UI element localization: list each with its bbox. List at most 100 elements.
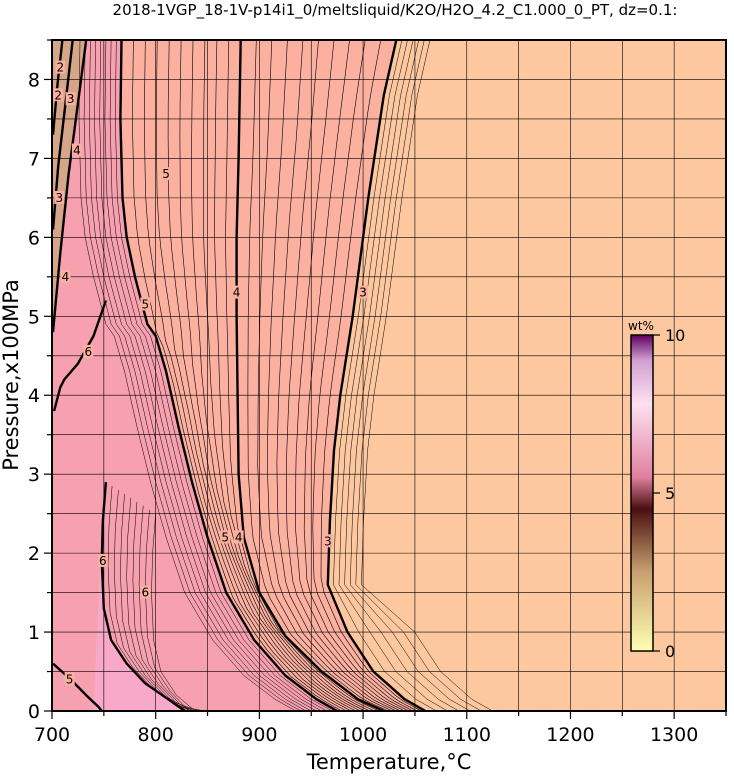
fill-edge [52, 40, 87, 333]
isoline-label-text: 4 [235, 530, 243, 544]
isoline-label: 3 [322, 534, 333, 548]
isoline-label: 2 [53, 88, 64, 102]
colorbar-ticks: 0 5 10 [653, 326, 685, 661]
thin-isoline [145, 509, 229, 711]
colorbar-tick-label: 10 [665, 326, 685, 345]
thin-isoline [144, 40, 347, 711]
isoline-label-bg [322, 534, 333, 548]
major-isoline-4 [52, 40, 88, 333]
isoline-label-text: 5 [162, 167, 170, 181]
isoline-label: 4 [231, 285, 242, 300]
y-tick-label: 8 [28, 69, 40, 91]
colorbar: wt% 0 5 10 [628, 319, 685, 661]
isoline-label: 4 [71, 143, 82, 158]
thin-isoline [276, 40, 401, 711]
thin-isoline [167, 40, 356, 711]
isoline-label-bg [161, 167, 172, 181]
thin-isoline [349, 40, 471, 711]
thin-isoline [338, 40, 448, 711]
chart-title: 2018-1VGP_18-1V-p14i1_0/meltsliquid/K2O/… [113, 1, 678, 20]
x-tick-label: 800 [138, 724, 174, 746]
thin-isoline [361, 40, 493, 711]
isoline-label: 2 [55, 60, 66, 75]
isoline-label-text: 3 [55, 191, 63, 205]
y-axis: 0 1 2 3 4 5 6 7 8 [28, 39, 52, 723]
isoline-label-text: 5 [142, 297, 150, 311]
isoline-label-bg [53, 88, 64, 102]
isoline-label-bg [55, 60, 66, 74]
colorbar-unit: wt% [628, 319, 654, 333]
colorbar-tick-label: 0 [665, 642, 675, 661]
x-axis-title: Temperature,°C [306, 750, 472, 774]
x-axis: 700 800 900 1000 1100 1200 1300 [34, 711, 727, 746]
thin-isoline [247, 40, 389, 711]
isoline-label-text: 3 [67, 92, 75, 106]
isoline-label-text: 4 [62, 270, 70, 284]
isoline-label: 5 [161, 167, 172, 181]
isoline-label-bg [140, 297, 151, 311]
major-isoline-5 [119, 40, 338, 711]
isoline-label-bg [83, 344, 94, 358]
x-tick-label: 1300 [650, 724, 698, 746]
major-isoline-4 [235, 40, 385, 711]
isoline-label-bg [97, 554, 108, 568]
isoline-label: 3 [65, 92, 76, 106]
isoline-label-text: 5 [221, 530, 229, 544]
isoline-label-bg [231, 285, 242, 299]
isoline-label: 3 [358, 285, 369, 300]
major-isoline-3 [326, 40, 426, 711]
major-isoline-6 [100, 482, 186, 711]
y-axis-title: Pressure,x100MPa [0, 279, 23, 471]
isoline-label-bg [220, 530, 231, 544]
thin-isoline [344, 40, 460, 711]
isoline-label: 6 [97, 554, 108, 568]
thin-isoline [355, 40, 482, 711]
isoline-label: 3 [54, 190, 65, 205]
isoline-label-bg [358, 285, 369, 299]
thin-isoline [333, 40, 437, 711]
y-tick-label: 3 [28, 464, 40, 486]
isoline-label-text: 3 [324, 534, 332, 548]
thin-isoline [99, 40, 317, 711]
y-tick-label: 4 [28, 385, 40, 407]
x-tick-label: 1200 [546, 724, 594, 746]
y-tick-label: 7 [28, 148, 40, 170]
x-tick-label: 700 [34, 724, 70, 746]
thin-isoline [104, 40, 322, 711]
major-isoline-6 [52, 300, 108, 412]
isoline-label-text: 2 [54, 88, 62, 102]
thin-isoline [94, 40, 312, 711]
thin-isoline [83, 40, 302, 711]
x-tick-label: 1000 [339, 724, 387, 746]
thin-isoline [225, 40, 380, 711]
thin-isoline [89, 40, 307, 711]
isoline-label-bg [64, 672, 75, 686]
thin-isoline [191, 40, 366, 711]
thin-isoline [320, 40, 422, 711]
isoline-label: 6 [83, 344, 94, 359]
thin-isoline [286, 40, 405, 711]
thin-isoline [132, 40, 342, 711]
isoline-label-bg [140, 585, 151, 599]
isoline-label-text: 6 [99, 554, 107, 568]
fill-peak [93, 482, 185, 711]
thin-isoline [78, 40, 296, 711]
isoline-label: 6 [140, 585, 151, 600]
thin-isoline [202, 40, 370, 711]
x-tick-label: 1100 [443, 724, 491, 746]
isoline-label-text: 5 [66, 672, 74, 686]
isoline-label: 4 [233, 530, 244, 544]
thin-isolines [78, 40, 493, 711]
x-tick-label: 900 [241, 724, 277, 746]
y-tick-label: 2 [28, 543, 40, 565]
thin-isoline [179, 40, 361, 711]
isoline-label-bg [233, 530, 244, 544]
isoline-label-text: 6 [142, 586, 150, 600]
thin-isoline [266, 40, 397, 711]
isoline-label-text: 2 [56, 61, 64, 75]
isoline-label-text: 3 [359, 286, 367, 300]
major-isolines [52, 40, 426, 711]
isoline-label-text: 4 [73, 144, 81, 158]
